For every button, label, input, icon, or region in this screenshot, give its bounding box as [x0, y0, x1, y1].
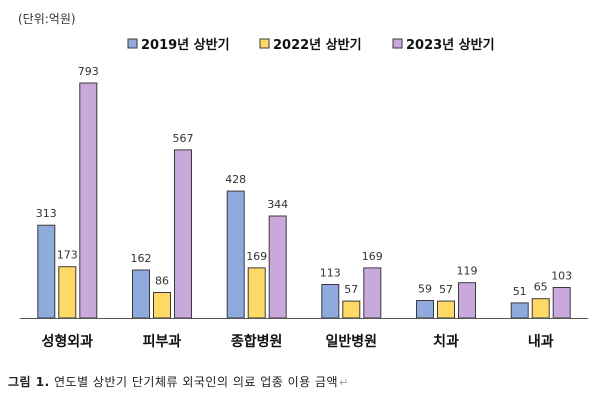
- bar-종합병원-2019년-상반기: [226, 190, 245, 319]
- legend-label: 2023년 상반기: [406, 37, 495, 53]
- legend-item: 2022년 상반기: [259, 37, 362, 53]
- bar-성형외과-2019년-상반기: [37, 224, 56, 319]
- value-label: 169: [246, 250, 267, 263]
- category-label: 치과: [433, 334, 459, 350]
- bars: [37, 82, 571, 319]
- legend-item: 2023년 상반기: [392, 37, 495, 53]
- legend-label: 2019년 상반기: [141, 37, 230, 53]
- legend-swatch: [392, 38, 403, 49]
- bar-종합병원-2023년-상반기: [268, 215, 287, 319]
- legend-swatch: [127, 38, 138, 49]
- value-label: 113: [320, 267, 341, 280]
- bar-치과-2022년-상반기: [437, 300, 455, 319]
- category-label: 피부과: [143, 334, 182, 350]
- legend-label: 2022년 상반기: [273, 37, 362, 53]
- bar-성형외과-2022년-상반기: [58, 266, 77, 319]
- value-label: 59: [418, 283, 432, 296]
- value-label: 169: [362, 250, 383, 263]
- bar-내과-2022년-상반기: [531, 298, 550, 319]
- bar-피부과-2022년-상반기: [153, 292, 171, 319]
- value-label: 162: [131, 252, 152, 265]
- bar-종합병원-2022년-상반기: [247, 267, 266, 319]
- unit-label: (단위:억원): [18, 12, 76, 26]
- bar-chart: 2019년 상반기 2022년 상반기 2023년 상반기 313 173 793 162…: [20, 37, 588, 350]
- value-label: 313: [36, 207, 57, 220]
- value-label: 57: [439, 283, 453, 296]
- bar-성형외과-2023년-상반기: [79, 82, 98, 319]
- value-label: 86: [155, 275, 169, 288]
- figure-caption: 그림 1. 연도별 상반기 단기체류 외국인의 의료 업종 이용 금액↵: [8, 373, 349, 390]
- value-label: 428: [225, 173, 246, 186]
- value-label: 344: [267, 198, 288, 211]
- bar-피부과-2023년-상반기: [174, 149, 192, 319]
- bar-일반병원-2023년-상반기: [363, 267, 382, 319]
- value-label: 51: [513, 285, 527, 298]
- value-label: 173: [57, 249, 78, 262]
- category-label: 종합병원: [231, 333, 283, 350]
- legend-item: 2019년 상반기: [127, 37, 230, 53]
- bar-피부과-2019년-상반기: [132, 269, 150, 319]
- value-label: 793: [78, 65, 99, 78]
- category-label: 일반병원: [326, 333, 378, 350]
- bar-치과-2019년-상반기: [416, 300, 434, 319]
- legend: 2019년 상반기 2022년 상반기 2023년 상반기: [127, 37, 495, 53]
- bar-내과-2019년-상반기: [510, 302, 529, 319]
- category-label: 성형외과: [42, 333, 94, 350]
- bar-일반병원-2022년-상반기: [342, 300, 361, 319]
- category-labels: 성형외과 피부과 종합병원 일반병원 치과 내과: [42, 333, 554, 350]
- caption-label: 그림 1.: [8, 375, 50, 389]
- bar-내과-2023년-상반기: [552, 287, 571, 319]
- bar-일반병원-2019년-상반기: [321, 284, 340, 319]
- value-label: 57: [344, 283, 358, 296]
- caption-text: 연도별 상반기 단기체류 외국인의 의료 업종 이용 금액: [54, 375, 339, 389]
- value-label: 119: [457, 265, 478, 278]
- paragraph-mark: ↵: [339, 376, 349, 389]
- value-label: 103: [551, 270, 572, 283]
- value-label: 567: [173, 132, 194, 145]
- category-label: 내과: [528, 334, 554, 350]
- legend-swatch: [259, 38, 270, 49]
- bar-치과-2023년-상반기: [458, 282, 476, 319]
- value-label: 65: [534, 281, 548, 294]
